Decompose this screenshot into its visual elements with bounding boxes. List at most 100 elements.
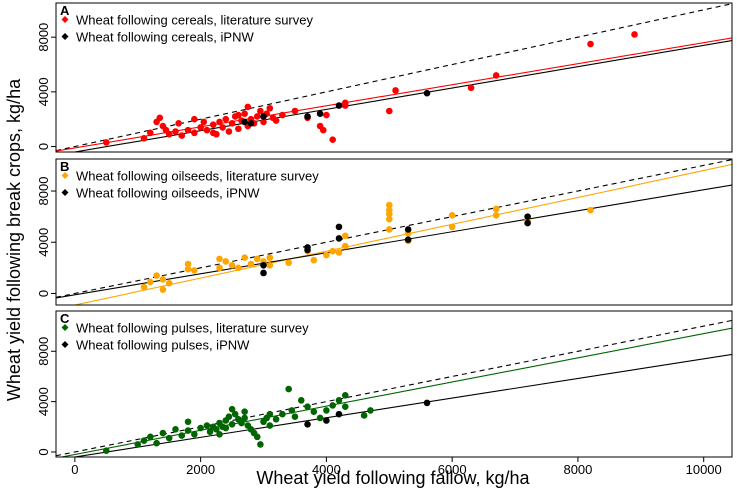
literature-point [153, 272, 160, 279]
x-axis-title: Wheat yield following fallow, kg/ha [256, 468, 530, 488]
legend-literature-marker [61, 172, 69, 179]
literature-point [209, 121, 217, 128]
literature-point [341, 102, 349, 109]
ipnw-point [323, 417, 330, 424]
literature-point [304, 403, 311, 410]
literature-point [244, 103, 252, 111]
y-tick-label: 8000 [36, 337, 51, 366]
literature-point [448, 212, 456, 219]
x-tick-label: 8000 [563, 462, 592, 477]
literature-point [241, 408, 248, 415]
y-tick-label: 0 [36, 448, 51, 455]
literature-point [448, 223, 456, 231]
literature-point [631, 31, 638, 38]
literature-point [323, 251, 330, 259]
ipnw-point [524, 213, 531, 220]
literature-point [140, 283, 148, 291]
panel-letter: B [60, 159, 69, 174]
literature-point [184, 418, 192, 426]
literature-point [228, 119, 236, 127]
literature-point [288, 407, 296, 414]
literature-point [241, 254, 248, 261]
literature-point [134, 441, 142, 448]
literature-point [253, 433, 261, 441]
literature-point [228, 261, 236, 269]
literature-point [587, 40, 594, 48]
panel-letter: A [60, 3, 70, 18]
literature-point [197, 124, 204, 131]
x-tick-label: 2000 [186, 462, 215, 477]
ipnw-point [524, 219, 531, 227]
literature-point [285, 385, 292, 393]
panel-frame [55, 310, 733, 458]
reference-line [56, 319, 732, 457]
ipnw-point [260, 269, 267, 277]
ipnw-point [335, 102, 343, 109]
ipnw-point [335, 223, 343, 231]
panel-letter: C [60, 311, 70, 326]
ipnw-point [404, 226, 412, 233]
literature-point [216, 264, 223, 272]
panel-b: 0 4000 8000 B Wheat following oilseeds, lite… [36, 158, 733, 306]
literature-point [323, 111, 330, 119]
literature-point [191, 431, 198, 438]
x-tick-label: 0 [71, 462, 78, 477]
ipnw-point [247, 119, 255, 127]
ipnw-fit-line [71, 40, 732, 152]
literature-point [341, 242, 349, 250]
ipnw-point [304, 246, 311, 254]
literature-fit-line [56, 37, 732, 152]
literature-point [341, 403, 349, 410]
reference-line [56, 3, 732, 152]
panel-a: 0 4000 8000 A Wheat following cereals, liter… [36, 2, 733, 153]
literature-point [178, 432, 186, 439]
literature-point [291, 413, 299, 421]
literature-point [492, 212, 500, 219]
literature-point [165, 130, 173, 138]
literature-point [257, 441, 264, 448]
literature-point [184, 126, 192, 134]
literature-point [147, 278, 154, 286]
literature-point [225, 128, 233, 135]
literature-point [222, 115, 230, 123]
literature-point [335, 249, 343, 256]
legend-ipnw-marker [61, 33, 69, 40]
literature-point [191, 129, 198, 137]
literature-point [209, 129, 217, 137]
literature-point [159, 276, 167, 283]
literature-point [228, 405, 236, 413]
literature-point [335, 397, 343, 404]
x-tick-label: 4000 [312, 462, 341, 477]
literature-point [222, 258, 230, 265]
literature-point [266, 422, 274, 429]
literature-point [147, 129, 154, 137]
literature-point [165, 279, 173, 287]
literature-point [216, 118, 223, 126]
literature-point [140, 437, 148, 444]
y-tick-label: 4000 [36, 77, 51, 106]
legend-ipnw-marker [61, 341, 69, 348]
y-tick-label: 0 [36, 143, 51, 150]
literature-point [241, 110, 248, 118]
literature-point [216, 255, 223, 263]
literature-point [228, 420, 236, 428]
literature-point [323, 407, 330, 414]
literature-point [297, 397, 305, 404]
ipnw-point [404, 236, 412, 243]
literature-point [231, 410, 239, 418]
y-tick-label: 0 [36, 290, 51, 297]
legend-ipnw-marker [61, 189, 69, 196]
ipnw-fit-line [56, 184, 732, 299]
literature-point [272, 117, 280, 124]
literature-point [260, 118, 267, 126]
literature-point [159, 429, 167, 437]
literature-point [253, 255, 261, 263]
literature-point [165, 434, 173, 442]
literature-point [385, 215, 393, 223]
literature-point [329, 136, 336, 143]
ipnw-point [304, 420, 311, 428]
literature-point [197, 424, 204, 432]
y-tick-label: 4000 [36, 387, 51, 416]
literature-point [175, 119, 182, 127]
legend-ipnw-label: Wheat following pulses, iPNW [76, 338, 250, 353]
